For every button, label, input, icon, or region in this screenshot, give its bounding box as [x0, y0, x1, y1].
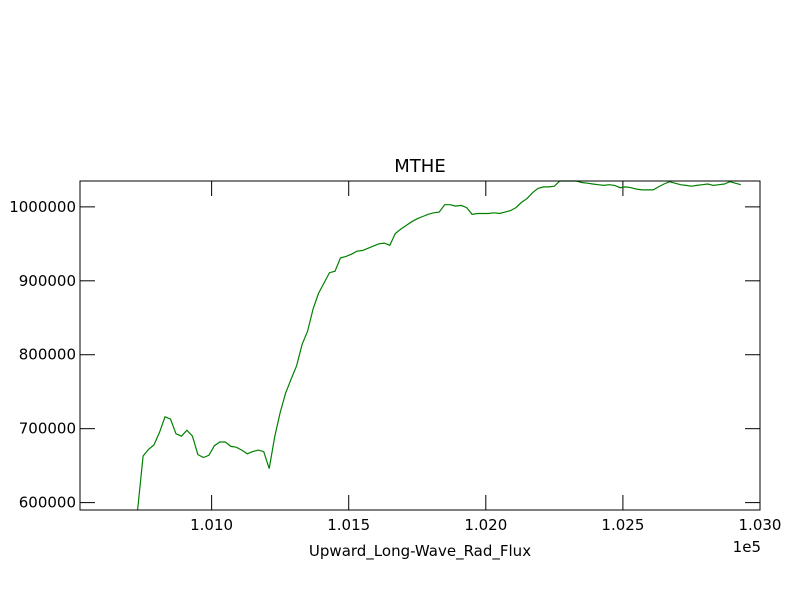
x-axis-offset-label: 1e5	[733, 538, 761, 556]
y-tick-label: 900000	[19, 272, 76, 290]
chart-title: MTHE	[394, 156, 445, 177]
series-line	[137, 180, 741, 511]
x-axis-ticks: 1.010 1.015 1.020 1.025 1.030	[190, 181, 781, 534]
x-tick-label: 1.025	[601, 516, 644, 534]
x-tick-label: 1.015	[327, 516, 370, 534]
y-tick-label: 700000	[19, 420, 76, 438]
x-tick-label: 1.030	[739, 516, 782, 534]
y-tick-label: 1000000	[9, 198, 76, 216]
x-tick-label: 1.020	[464, 516, 507, 534]
y-tick-label: 800000	[19, 346, 76, 364]
y-axis-ticks: 600000 700000 800000 900000 1000000	[9, 198, 760, 512]
plot-area-frame	[79, 180, 761, 511]
x-axis-label: Upward_Long-Wave_Rad_Flux	[309, 542, 531, 561]
x-tick-label: 1.010	[190, 516, 233, 534]
y-tick-label: 600000	[19, 494, 76, 512]
